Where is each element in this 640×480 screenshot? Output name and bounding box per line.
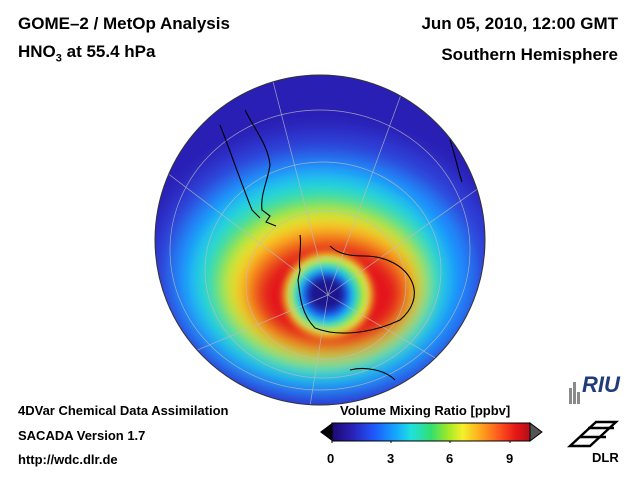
field-layer — [155, 75, 485, 405]
title-subscript: 3 — [55, 52, 62, 65]
dlr-stroke — [566, 420, 620, 448]
colorbar — [320, 422, 543, 443]
footer-line2: SACADA Version 1.7 — [18, 428, 146, 443]
riu-logo: RIU — [582, 372, 620, 397]
title-level: at 55.4 hPa — [61, 42, 156, 61]
graticule-meridian — [327, 179, 485, 296]
colorbar-title: Volume Mixing Ratio [ppbv] — [340, 403, 511, 418]
date-label: Jun 05, 2010, 12:00 GMT — [421, 14, 618, 33]
title-line1: GOME–2 / MetOp Analysis — [18, 14, 230, 33]
hemisphere-label: Southern Hemisphere — [441, 45, 618, 64]
graticule-circle — [204, 161, 442, 379]
graticule-meridian — [269, 75, 329, 296]
colorbar-right-arrow — [529, 422, 543, 442]
africa-coast — [449, 139, 463, 183]
graticule-meridian — [327, 75, 411, 296]
colorbar-tick-6: 6 — [446, 451, 454, 466]
colorbar-ramp — [331, 422, 531, 442]
antarctic-peninsula — [297, 234, 302, 281]
colorbar-tick-9: 9 — [506, 451, 514, 466]
australia-coast — [349, 367, 396, 381]
dlr-logo-icon — [566, 420, 620, 448]
riu-logo-icon — [569, 382, 580, 404]
coastlines — [219, 109, 463, 381]
riu-bar — [577, 392, 580, 404]
graticule-meridian — [309, 294, 329, 405]
footer-line1: 4DVar Chemical Data Assimilation — [18, 403, 229, 418]
riu-bar — [569, 388, 572, 404]
antarctica-coast — [297, 245, 415, 334]
vortex-core — [306, 275, 346, 313]
graticule-circle — [169, 109, 471, 391]
riu-bar — [573, 382, 576, 404]
footer-url: http://wdc.dlr.de — [18, 452, 118, 467]
dlr-logo-text: DLR — [592, 450, 619, 465]
colorbar-tick-3: 3 — [387, 451, 395, 466]
globe-outline — [154, 74, 486, 406]
south-america-west-coast — [219, 124, 261, 219]
south-america-coast — [244, 109, 277, 227]
globe-map — [154, 74, 486, 406]
graticule-circle — [245, 210, 407, 360]
title-species: HNO — [18, 42, 56, 61]
colorbar-left-arrow — [320, 423, 332, 441]
graticule-circle — [287, 256, 369, 334]
graticule-meridian — [155, 159, 329, 296]
title-line2: HNO3 at 55.4 hPa — [18, 42, 155, 64]
colorbar-tick-0: 0 — [327, 451, 335, 466]
